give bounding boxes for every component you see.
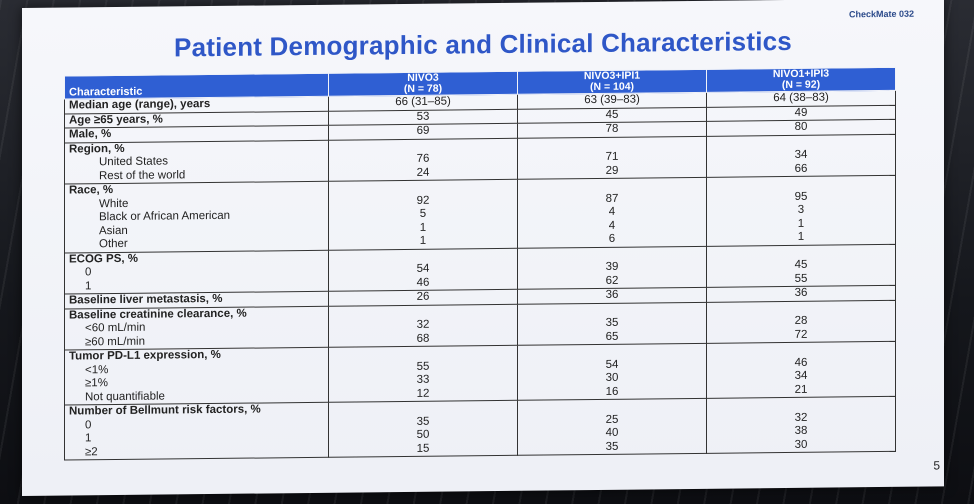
value: 64 (38–83)	[773, 91, 829, 105]
value-cell: 32 68	[328, 303, 518, 348]
value-cell: 32 38 30	[706, 396, 896, 454]
row-label-cell: Tumor PD-L1 expression, % <1% ≥1% Not quant…	[64, 347, 329, 406]
value: 21	[794, 383, 808, 396]
value-cell: 54 46	[328, 247, 518, 292]
row-sublabel: ≥2	[85, 445, 98, 458]
value-cell: 28 72	[706, 299, 896, 344]
value: 55	[794, 272, 808, 285]
value: 45	[605, 108, 619, 121]
value: 63 (39–83)	[584, 93, 640, 107]
value: 80	[794, 120, 808, 133]
value-cell: 54 30 16	[517, 343, 707, 401]
value: 26	[416, 290, 430, 303]
value: 66	[794, 162, 808, 175]
value-cell: 25 40 35	[517, 398, 707, 456]
value: 49	[794, 106, 808, 119]
value: 1	[419, 234, 427, 247]
study-brand: CheckMate 032	[848, 8, 914, 20]
value: 16	[605, 385, 619, 398]
value: 72	[794, 328, 808, 341]
header-arm-nivo3: NIVO3 (N = 78)	[328, 71, 518, 97]
table-body: Median age (range), years 66 (31–85) 63 (3…	[64, 90, 896, 461]
value: 68	[416, 332, 430, 345]
header-arm-nivo3-ipi1: NIVO3+IPI1 (N = 104)	[517, 69, 707, 95]
row-label-cell: Baseline creatinine clearance, % <60 mL/m…	[64, 305, 329, 351]
value-cell: 71 29	[517, 135, 707, 180]
value-cell: 46 34 21	[706, 341, 896, 399]
header-characteristic: Characteristic	[64, 73, 329, 100]
row-label-cell: Race, % White Black or African American Asi…	[64, 181, 329, 253]
value: 53	[416, 110, 430, 123]
characteristics-table: Characteristic NIVO3 (N = 78) NIVO3+IPI1…	[64, 67, 896, 461]
page-number: 5	[933, 458, 940, 473]
value: 65	[605, 330, 619, 343]
value-cell: 45 55	[706, 243, 896, 288]
value: 6	[608, 232, 616, 245]
table-row: Tumor PD-L1 expression, % <1% ≥1% Not quant…	[64, 341, 896, 406]
value: 24	[416, 166, 430, 179]
table-row: Race, % White Black or African American Asi…	[64, 175, 896, 253]
value: 62	[605, 274, 619, 287]
value-cell: 92 5 1 1	[328, 179, 518, 250]
row-label-cell: Region, % United States Rest of the world	[64, 139, 329, 185]
value: 36	[605, 288, 619, 301]
row-label-cell: ECOG PS, % 0 1	[64, 249, 329, 295]
value: 69	[416, 124, 430, 137]
value-cell: 39 62	[517, 245, 707, 290]
value: 78	[605, 122, 619, 135]
value: 30	[794, 438, 808, 451]
value-cell: 55 33 12	[328, 345, 518, 403]
row-label-cell: Number of Bellmunt risk factors, % 0 1 ≥2	[64, 402, 329, 461]
value: 15	[416, 442, 430, 455]
header-arm-nivo1-ipi3: NIVO1+IPI3 (N = 92)	[706, 67, 896, 93]
value-cell: 76 24	[328, 137, 518, 182]
slide-title: Patient Demographic and Clinical Charact…	[174, 25, 792, 63]
value-cell: 95 3 1 1	[706, 175, 896, 246]
value: 46	[416, 276, 430, 289]
value: 1	[797, 230, 805, 243]
value-cell: 35 65	[517, 301, 707, 346]
value: 36	[794, 286, 808, 299]
value: 12	[416, 387, 430, 400]
value: 29	[605, 164, 619, 177]
value-cell: 34 66	[706, 133, 896, 178]
value: 35	[605, 440, 619, 453]
presentation-slide: CheckMate 032 Patient Demographic and Cl…	[22, 0, 944, 497]
value: 66 (31–85)	[395, 95, 451, 109]
value-cell: 35 50 15	[328, 400, 518, 458]
table-row: Number of Bellmunt risk factors, % 0 1 ≥2 3…	[64, 396, 896, 461]
value-cell: 87 4 4 6	[517, 177, 707, 248]
